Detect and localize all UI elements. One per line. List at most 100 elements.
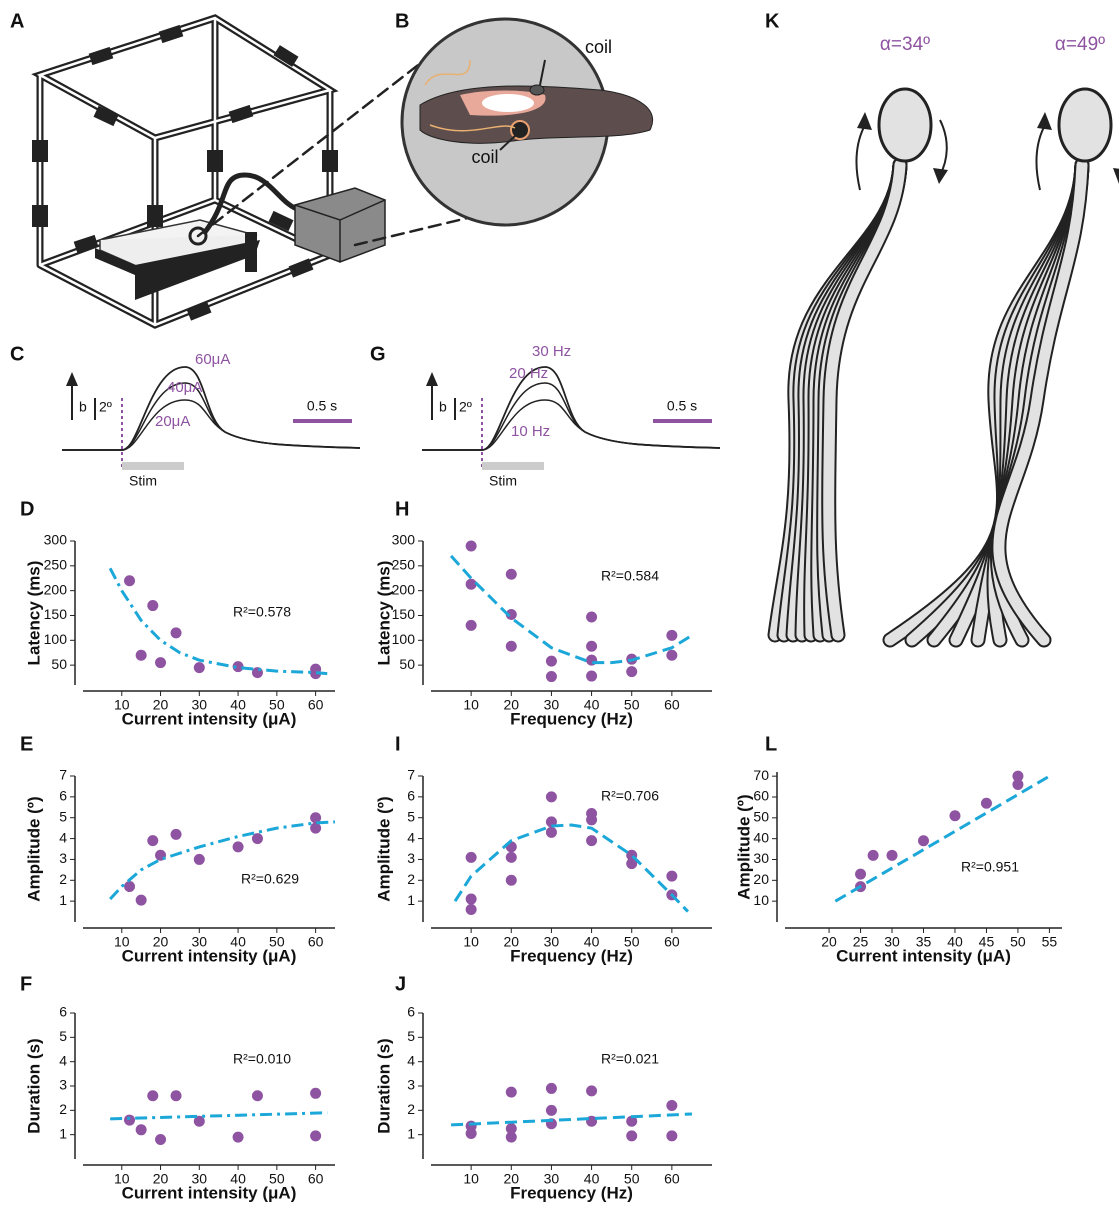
trace <box>62 383 360 450</box>
swim-arrowhead <box>1037 112 1052 130</box>
data-point <box>136 895 147 906</box>
annotation: R²=0.584 <box>601 568 659 584</box>
x-tick-label: 55 <box>1042 934 1058 950</box>
y-tick-label: 6 <box>407 788 415 804</box>
panel-letter: A <box>10 10 24 32</box>
data-point <box>466 904 477 915</box>
data-point <box>136 1124 147 1135</box>
x-tick-label: 60 <box>308 697 324 713</box>
annotation: R²=0.951 <box>961 859 1019 875</box>
data-point <box>586 611 597 622</box>
y-axis-label: Duration (s) <box>374 1038 393 1133</box>
data-point <box>546 1105 557 1116</box>
y-tick-label: 30 <box>753 850 769 866</box>
y-tick-label: 200 <box>44 581 68 597</box>
data-point <box>546 791 557 802</box>
angle-label: α=49º <box>1055 34 1105 55</box>
data-point <box>506 1087 517 1098</box>
y-tick-label: 250 <box>392 557 416 573</box>
trace-label: 40μA <box>167 379 202 396</box>
y-tick-label: 7 <box>59 767 67 783</box>
data-point <box>155 1134 166 1145</box>
y-tick-label: 3 <box>59 850 67 866</box>
y-tick-label: 50 <box>51 656 67 672</box>
x-axis-label: Current intensity (μA) <box>836 946 1011 965</box>
data-point <box>252 1090 263 1101</box>
y-tick-label: 300 <box>392 532 416 548</box>
y-tick-label: 50 <box>399 656 415 672</box>
magnified-illustration <box>402 19 653 225</box>
data-point <box>147 600 158 611</box>
data-point <box>887 850 898 861</box>
y-tick-label: 3 <box>407 850 415 866</box>
data-point <box>586 641 597 652</box>
y-tick-label: 100 <box>44 631 68 647</box>
data-point <box>310 823 321 834</box>
y-tick-label: 5 <box>407 1028 415 1044</box>
y-tick-label: 150 <box>44 606 68 622</box>
y-axis-label: Latency (ms) <box>374 561 393 666</box>
y-axis-label: Amplitude (º) <box>24 796 43 901</box>
data-point <box>136 650 147 661</box>
panel-letter: D <box>20 498 34 520</box>
data-point <box>506 852 517 863</box>
trace-label: 60μA <box>195 351 230 368</box>
x-tick-label: 60 <box>308 934 324 950</box>
data-point <box>546 656 557 667</box>
y-tick-label: 4 <box>407 1052 415 1068</box>
x-tick-label: 60 <box>308 1171 324 1187</box>
x-axis-label: Current intensity (μA) <box>122 1183 297 1202</box>
fish-head <box>879 89 931 161</box>
coil-label: coil <box>585 37 612 57</box>
data-point <box>124 575 135 586</box>
data-point <box>626 1130 637 1141</box>
data-point <box>1012 779 1023 790</box>
data-point <box>233 1132 244 1143</box>
stim-bar <box>482 462 544 470</box>
data-point <box>506 641 517 652</box>
panel-letter: C <box>10 343 24 365</box>
data-point <box>868 850 879 861</box>
data-point <box>918 835 929 846</box>
data-point <box>855 869 866 880</box>
y-tick-label: 1 <box>59 1125 67 1141</box>
data-point <box>666 650 677 661</box>
panel-letter: E <box>20 733 33 755</box>
fit-line <box>835 776 1049 901</box>
data-point <box>171 1090 182 1101</box>
angle-label: α=34º <box>880 34 930 55</box>
data-point <box>546 827 557 838</box>
y-tick-label: 1 <box>407 892 415 908</box>
data-point <box>310 1088 321 1099</box>
panel-letter: I <box>395 733 401 755</box>
y-tick-label: 3 <box>407 1077 415 1093</box>
y-tick-label: 200 <box>392 581 416 597</box>
figure: A B <box>0 0 1119 1206</box>
data-point <box>546 671 557 682</box>
data-point <box>506 569 517 580</box>
x-axis-label: Frequency (Hz) <box>510 709 633 728</box>
swim-arrow <box>1036 125 1045 190</box>
stim-label: Stim <box>489 473 517 489</box>
y-tick-label: 50 <box>753 809 769 825</box>
trace-label: 20 Hz <box>509 365 548 382</box>
data-point <box>124 1115 135 1126</box>
y-tick-label: 60 <box>753 788 769 804</box>
annotation: R²=0.010 <box>233 1051 291 1067</box>
data-point <box>981 798 992 809</box>
y-tick-label: 10 <box>753 892 769 908</box>
stim-label: Stim <box>129 473 157 489</box>
fit-line <box>451 1114 692 1125</box>
fit-line <box>110 822 335 899</box>
data-point <box>466 852 477 863</box>
data-point <box>666 1100 677 1111</box>
data-point <box>466 620 477 631</box>
x-axis-label: Frequency (Hz) <box>510 946 633 965</box>
y-tick-label: 300 <box>44 532 68 548</box>
y-tick-label: 6 <box>407 1004 415 1020</box>
y-tick-label: 5 <box>59 808 67 824</box>
y-tick-label: 70 <box>753 767 769 783</box>
panel-letter: L <box>765 733 777 755</box>
